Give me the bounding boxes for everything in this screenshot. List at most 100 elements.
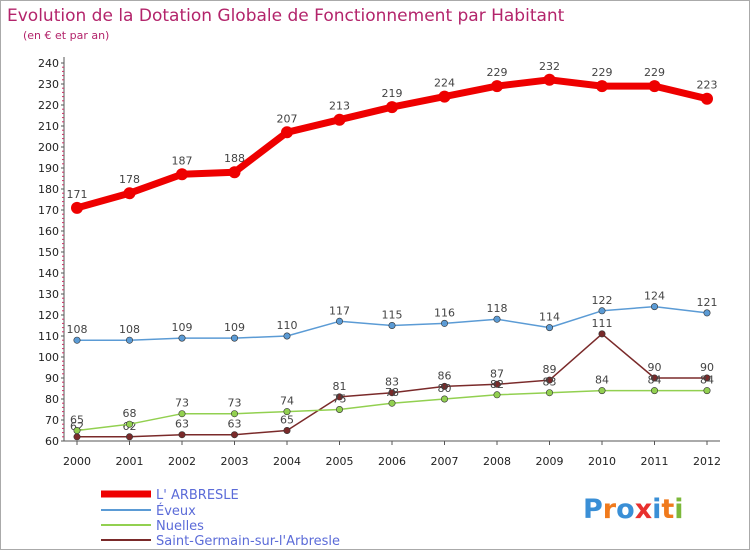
data-point <box>493 380 501 388</box>
logo-letter: P <box>583 494 603 525</box>
x-tick-label: 2001 <box>116 455 144 468</box>
data-label: 63 <box>228 418 242 431</box>
x-tick-label: 2007 <box>431 455 459 468</box>
data-label: 90 <box>700 361 714 374</box>
series-1: 108 108 109 109 110 117 115 116 118 114 122 124 121 <box>67 290 718 344</box>
data-point <box>281 126 293 139</box>
x-tick-label: 2000 <box>63 455 91 468</box>
data-point <box>178 334 186 342</box>
data-label: 109 <box>172 321 193 334</box>
logo-letter: r <box>603 494 617 525</box>
data-point <box>543 73 556 86</box>
data-label: 114 <box>539 311 560 324</box>
y-tick-label: 170 <box>38 204 59 217</box>
data-point <box>703 374 711 382</box>
data-point <box>388 321 396 329</box>
data-point <box>545 376 553 384</box>
data-label: 207 <box>277 112 298 125</box>
data-label: 122 <box>592 294 613 307</box>
y-tick-label: 150 <box>38 246 59 259</box>
y-tick-label: 130 <box>38 288 59 301</box>
data-label: 116 <box>434 306 455 319</box>
proxiti-logo: Proxiti <box>583 494 684 525</box>
data-point <box>178 410 186 418</box>
logo-letter: i <box>652 494 661 525</box>
x-tick-label: 2011 <box>641 455 669 468</box>
x-tick-label: 2004 <box>273 455 301 468</box>
data-point <box>701 92 713 105</box>
data-label: 124 <box>644 290 665 303</box>
series-0: 171 178 187 188 207 213 219 224 229 232 229 229 223 <box>67 60 718 214</box>
data-label: 109 <box>224 321 245 334</box>
data-point <box>231 431 239 439</box>
data-label: 73 <box>228 397 242 410</box>
logo-letter: i <box>674 494 683 525</box>
data-point <box>703 387 711 395</box>
data-label: 87 <box>490 367 504 380</box>
x-tick-label: 2012 <box>693 455 721 468</box>
data-label: 80 <box>438 382 452 395</box>
data-label: 188 <box>224 152 245 165</box>
logo-letter: x <box>635 494 652 525</box>
data-label: 108 <box>119 323 140 336</box>
data-label: 229 <box>487 66 508 79</box>
data-label: 68 <box>123 407 137 420</box>
data-point <box>335 317 343 325</box>
data-point <box>703 309 711 317</box>
data-point <box>545 324 553 332</box>
legend-label-2: Nuelles <box>156 519 204 534</box>
data-point <box>598 307 606 315</box>
y-tick-label: 70 <box>45 414 59 427</box>
data-label: 81 <box>333 380 347 393</box>
data-point <box>178 431 186 439</box>
data-point <box>545 389 553 397</box>
data-point <box>386 101 398 114</box>
legend-label-0: L' ARBRESLE <box>156 488 239 503</box>
data-label: 229 <box>644 66 665 79</box>
data-label: 178 <box>119 173 140 186</box>
data-point <box>596 80 608 93</box>
legend-label-1: Éveux <box>156 503 196 519</box>
chart-subtitle: (en € et par an) <box>23 29 109 42</box>
y-tick-label: 160 <box>38 225 59 238</box>
x-tick-label: 2005 <box>326 455 354 468</box>
y-tick-label: 110 <box>38 330 59 343</box>
x-tick-label: 2006 <box>378 455 406 468</box>
data-label: 118 <box>487 302 508 315</box>
y-tick-label: 210 <box>38 120 59 133</box>
data-label: 171 <box>67 188 88 201</box>
data-point <box>388 389 396 397</box>
data-point <box>73 336 81 344</box>
data-label: 117 <box>329 304 350 317</box>
data-point <box>71 201 83 214</box>
y-tick-label: 100 <box>38 351 59 364</box>
data-label: 187 <box>172 154 193 167</box>
legend: L' ARBRESLEÉveuxNuellesSaint-Germain-sur… <box>101 488 340 549</box>
x-tick-label: 2010 <box>588 455 616 468</box>
data-point <box>283 408 291 416</box>
data-label: 63 <box>175 418 189 431</box>
data-label: 229 <box>592 66 613 79</box>
axes: 60 70 80 90 100 110 120 130 140 150 160 170 180 190 20… <box>38 57 721 468</box>
data-point <box>123 187 136 200</box>
data-label: 89 <box>543 363 557 376</box>
data-point <box>493 391 501 399</box>
data-label: 86 <box>438 369 452 382</box>
data-label: 83 <box>385 376 399 389</box>
y-tick-label: 120 <box>38 309 59 322</box>
y-tick-label: 180 <box>38 183 59 196</box>
data-point <box>650 303 658 311</box>
data-point <box>650 387 658 395</box>
data-point <box>231 334 239 342</box>
x-tick-label: 2009 <box>536 455 564 468</box>
data-label: 84 <box>648 374 662 387</box>
data-point <box>648 80 661 93</box>
y-tick-label: 200 <box>38 141 59 154</box>
y-tick-label: 240 <box>38 57 59 70</box>
data-label: 121 <box>697 296 718 309</box>
x-tick-label: 2003 <box>221 455 249 468</box>
data-label: 213 <box>329 100 350 113</box>
data-label: 232 <box>539 60 560 73</box>
data-point <box>73 426 81 434</box>
